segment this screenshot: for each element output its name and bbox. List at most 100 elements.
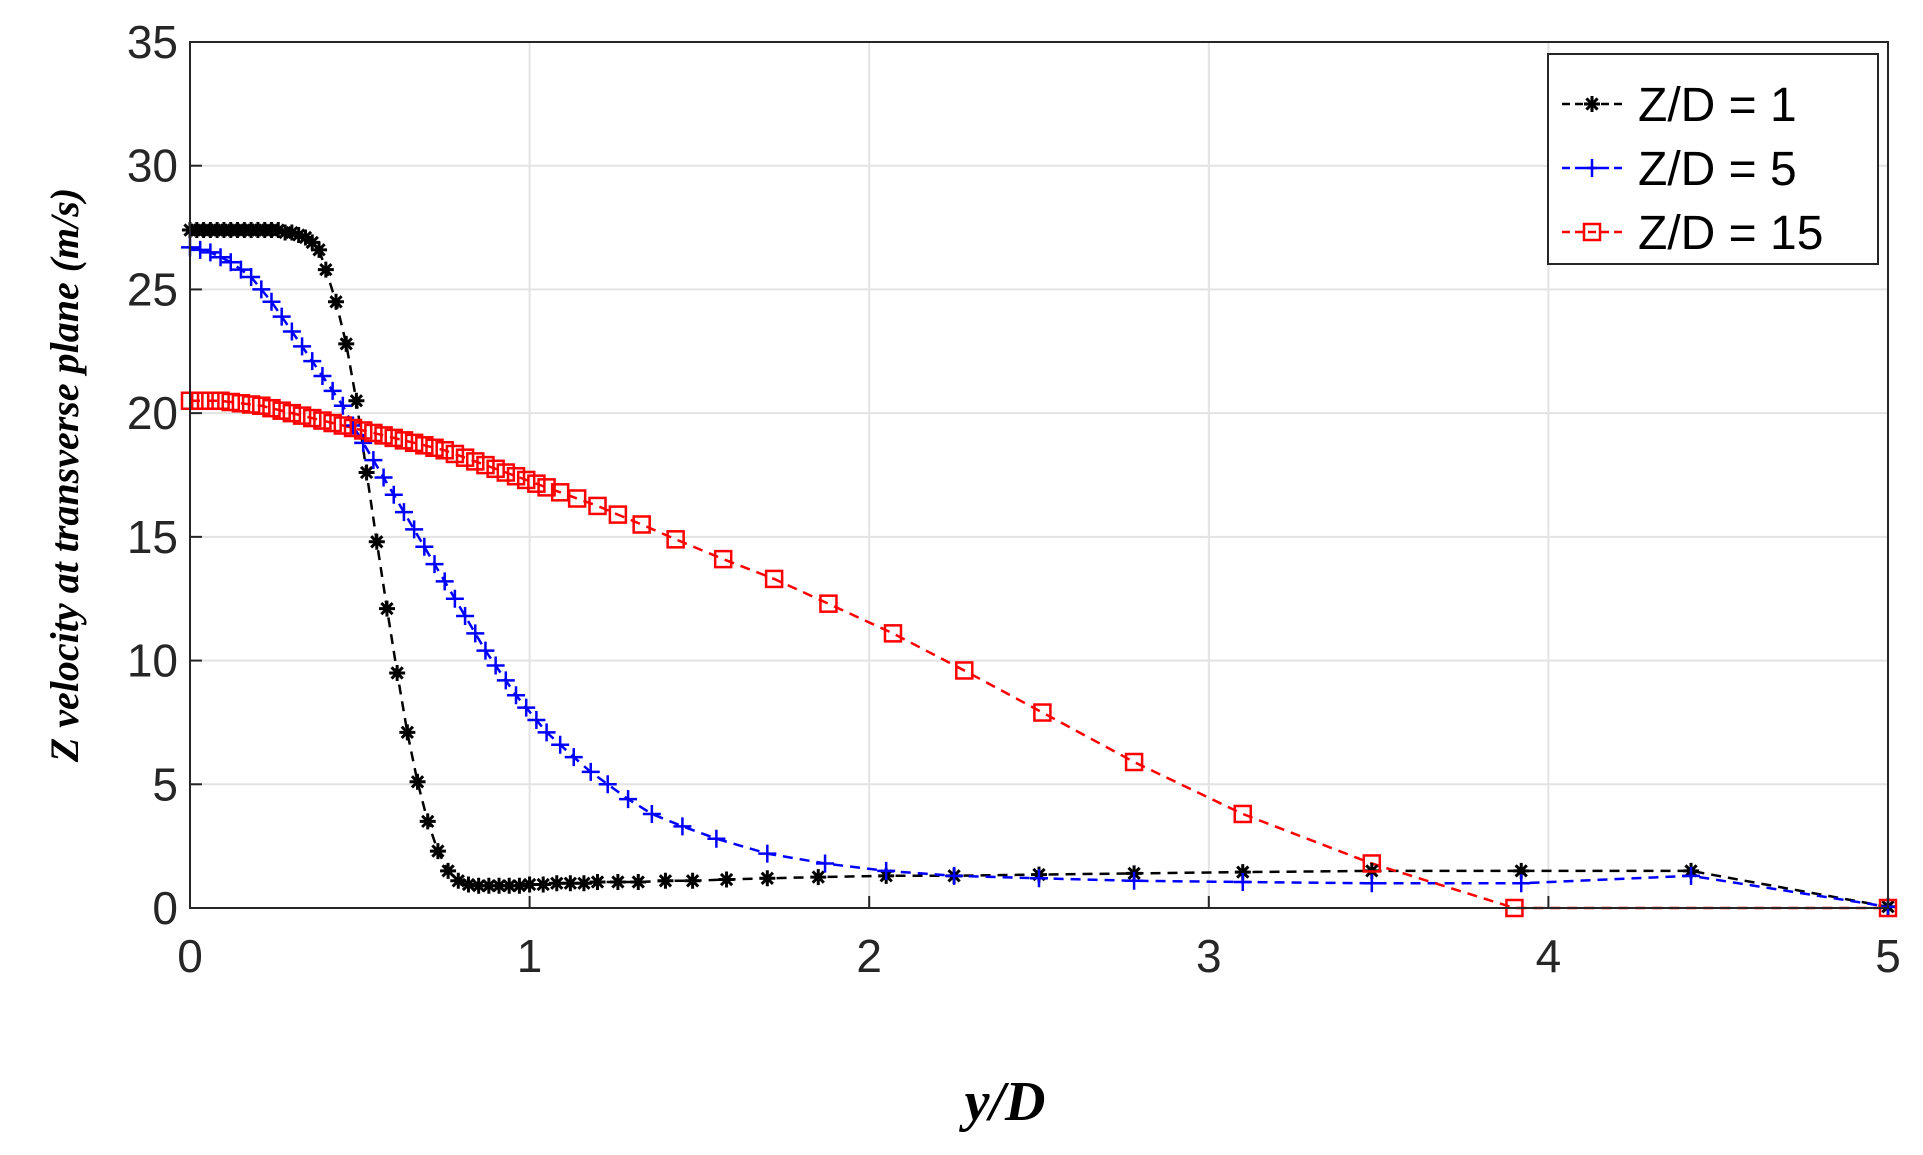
data-point [517,698,536,717]
legend-label: Z/D = 15 [1638,207,1823,260]
data-point [231,260,250,279]
data-point [425,438,444,458]
data-point [609,874,626,891]
data-point [506,466,526,486]
y-tick-label: 0 [152,882,178,934]
data-point [1125,871,1144,890]
data-point [338,335,355,352]
data-point [1233,873,1252,892]
data-point [883,624,903,643]
data-point [491,877,508,894]
data-point [191,240,210,259]
data-point [353,421,373,440]
data-point [466,452,485,471]
series-points-3 [180,391,1898,918]
data-point [221,392,241,412]
series-points-2 [181,238,1897,916]
data-point [241,395,261,414]
data-point [333,396,352,415]
data-point [630,874,647,891]
x-tick-label: 4 [1536,930,1562,982]
data-point [343,418,363,438]
data-point [440,862,457,879]
data-point [588,496,607,516]
data-point [404,433,424,453]
data-point [394,431,414,450]
data-point [378,600,395,617]
x-axis-label: y/D [959,1071,1046,1133]
data-point [537,478,556,497]
data-point [303,352,322,371]
data-point [282,322,301,341]
data-point [419,813,436,830]
series-points-1 [182,222,1896,915]
data-point [293,337,312,356]
x-tick-label: 3 [1196,930,1222,982]
y-tick-label: 35 [127,16,178,68]
data-point [718,871,735,888]
data-point [632,515,651,534]
data-point [460,876,477,893]
y-tick-label: 10 [127,635,178,687]
data-point [304,234,321,251]
data-point [311,241,328,258]
data-point [598,775,617,794]
data-point [521,876,538,893]
data-point [816,854,835,873]
data-point [450,872,467,889]
data-point [323,413,342,433]
data-point [313,411,332,430]
data-point [1362,874,1381,893]
y-tick-label: 20 [127,387,178,439]
data-point [374,468,393,487]
data-point [425,555,444,574]
legend-label: Z/D = 5 [1638,143,1797,196]
data-point [211,391,230,411]
data-point [945,866,964,885]
data-point [328,293,345,310]
data-point [374,426,393,445]
data-point [405,520,424,539]
data-point [231,393,251,413]
data-point [548,875,565,892]
data-point [201,243,220,262]
data-point [564,748,583,767]
data-point [221,253,240,272]
data-point [1512,874,1531,893]
data-point [657,872,674,889]
data-point [511,877,528,894]
data-point [476,641,495,660]
data-point [496,671,515,690]
data-point [1124,752,1144,772]
data-point [516,470,536,490]
data-point [435,441,454,460]
data-point [384,485,403,504]
data-point [409,773,426,790]
plot-frame [189,41,1889,909]
data-point [567,489,587,508]
data-point [283,224,300,241]
data-point [317,261,334,278]
data-point [445,444,465,464]
data-point [252,396,271,415]
data-point [575,875,592,892]
data-point [190,391,210,411]
data-point [642,804,661,823]
data-point [272,401,291,420]
data-point [496,463,516,482]
data-point [486,656,505,675]
data-point [619,790,638,809]
series-markers [180,222,1898,918]
x-tick-label: 5 [1875,930,1901,982]
data-point [527,710,546,729]
data-point [313,367,332,386]
data-point [333,416,353,435]
y-ticks: 0 5 10 15 20 25 30 35 [127,16,202,934]
data-point [399,724,416,741]
legend-marker [1583,159,1601,177]
data-point [455,448,475,467]
data-point [1233,804,1253,824]
data-point [211,248,230,267]
legend: Z/D = 1 Z/D = 5 Z/D = 15 [1547,53,1879,265]
